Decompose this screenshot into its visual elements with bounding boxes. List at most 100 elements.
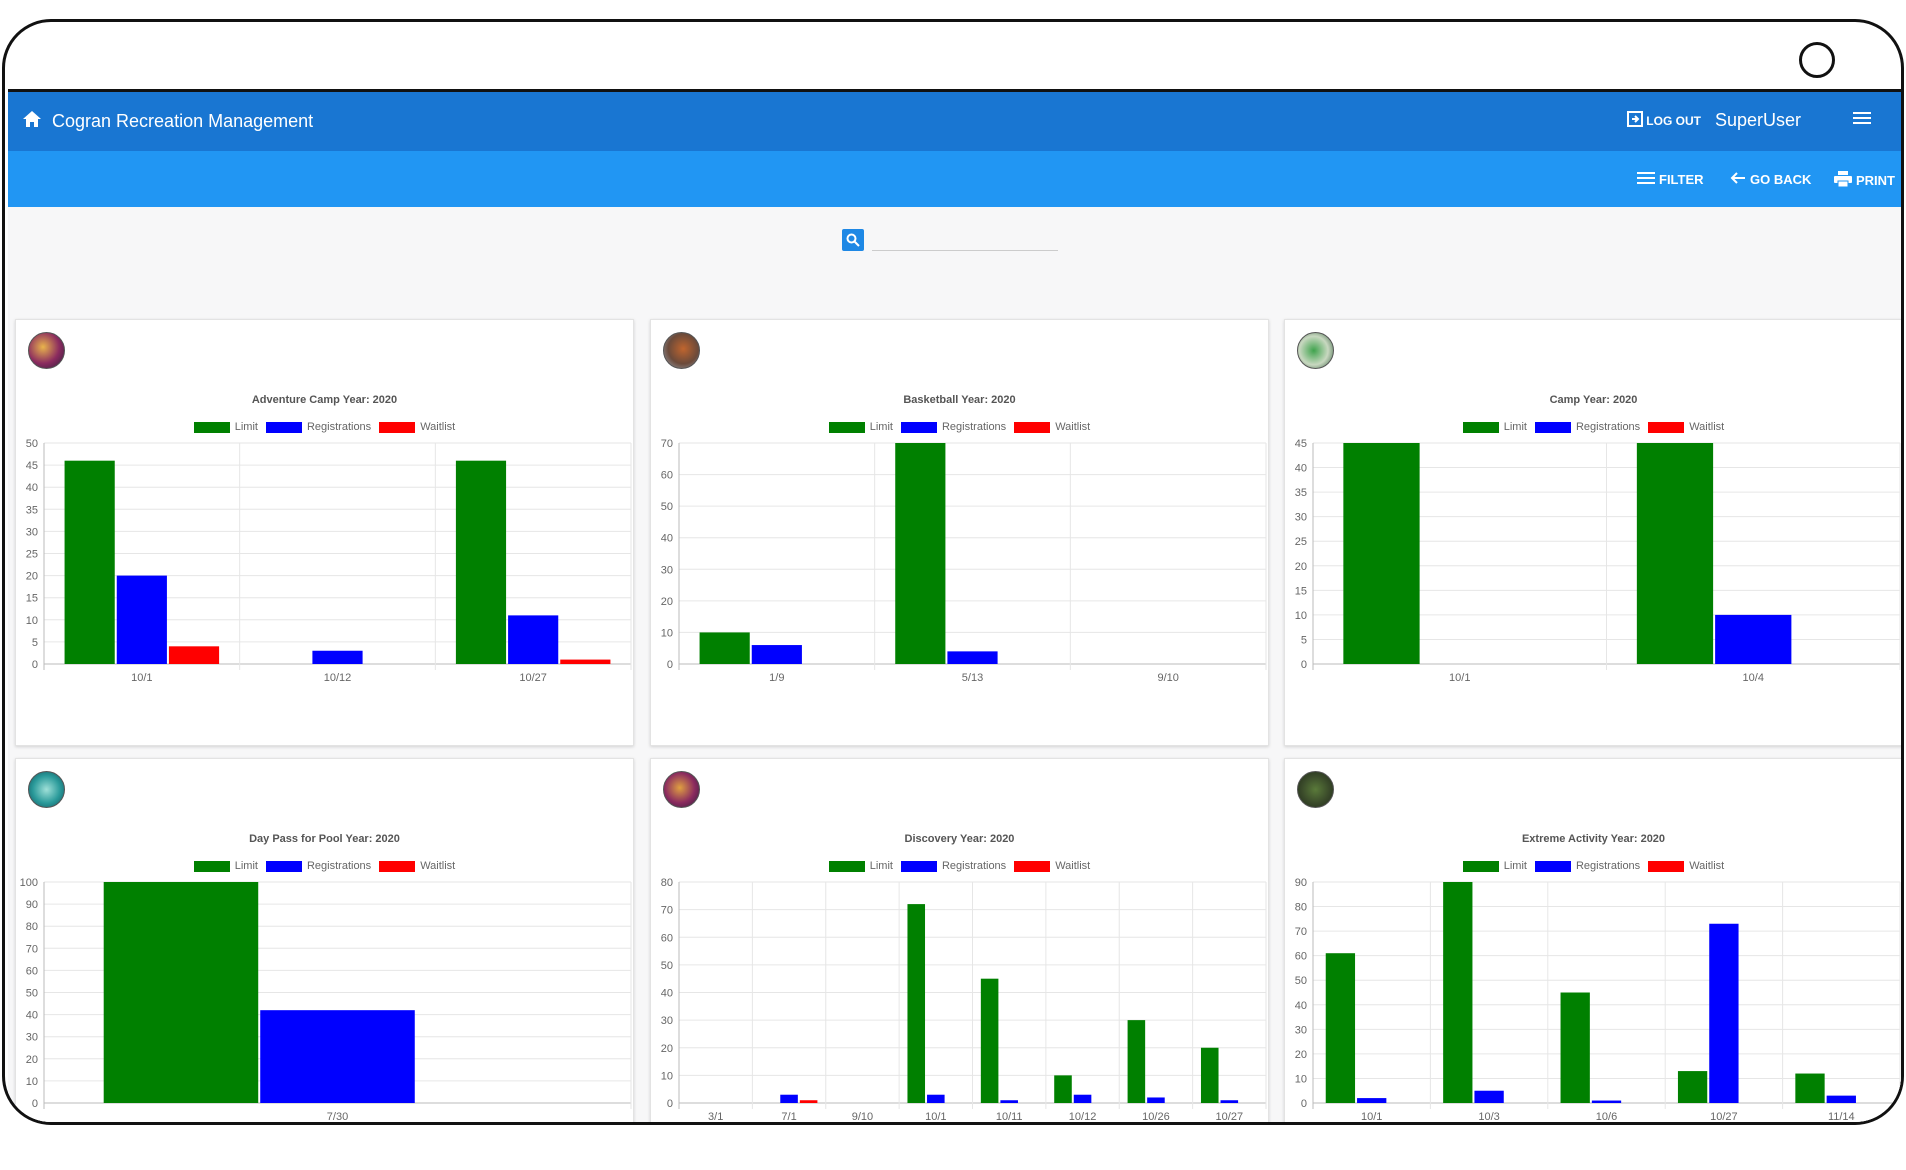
app-title: Cogran Recreation Management xyxy=(52,111,314,131)
activity-avatar[interactable] xyxy=(28,771,65,808)
bar[interactable] xyxy=(895,443,946,664)
logout-button[interactable]: LOG OUT xyxy=(1626,110,1701,131)
bar[interactable] xyxy=(1443,882,1473,1103)
y-tick-label: 80 xyxy=(661,877,673,889)
bar[interactable] xyxy=(1709,923,1739,1103)
bar[interactable] xyxy=(455,460,507,664)
legend-item[interactable]: Registrations xyxy=(900,860,1006,872)
chart-title: Discovery Year: 2020 xyxy=(904,833,1015,845)
activity-avatar[interactable] xyxy=(1297,771,1334,808)
bar[interactable] xyxy=(1826,1095,1856,1103)
bar[interactable] xyxy=(1795,1073,1825,1103)
x-tick-label: 7/1 xyxy=(781,1111,796,1123)
bar[interactable] xyxy=(1357,1098,1387,1103)
legend-item[interactable]: Limit xyxy=(1462,421,1527,433)
bar[interactable] xyxy=(1636,443,1714,664)
y-tick-label: 20 xyxy=(26,571,38,583)
y-tick-label: 10 xyxy=(1295,610,1307,622)
bar[interactable] xyxy=(1560,992,1590,1104)
bar[interactable] xyxy=(699,632,750,664)
x-tick-label: 5/13 xyxy=(962,672,983,684)
bar[interactable] xyxy=(1325,953,1356,1103)
legend-swatch xyxy=(193,860,230,872)
bar[interactable] xyxy=(508,615,559,664)
activity-avatar[interactable] xyxy=(663,332,700,369)
bar[interactable] xyxy=(1147,1097,1165,1103)
legend-item[interactable]: Waitlist xyxy=(1014,860,1090,872)
search-input[interactable] xyxy=(872,231,1058,251)
bar[interactable] xyxy=(1127,1020,1146,1103)
bar[interactable] xyxy=(1000,1100,1018,1103)
x-tick-label: 11/14 xyxy=(1828,1111,1855,1123)
legend-item[interactable]: Registrations xyxy=(265,860,372,872)
activity-avatar[interactable] xyxy=(28,332,65,369)
bar[interactable] xyxy=(1677,1071,1708,1103)
bar[interactable] xyxy=(260,1010,415,1103)
go-back-button[interactable]: GO BACK xyxy=(1730,171,1811,188)
legend-item[interactable]: Limit xyxy=(1462,860,1527,872)
menu-icon[interactable] xyxy=(1853,111,1871,130)
legend-swatch xyxy=(1648,860,1685,872)
legend-item[interactable]: Waitlist xyxy=(1014,421,1090,433)
y-tick-label: 80 xyxy=(1295,902,1307,914)
y-tick-label: 10 xyxy=(1295,1073,1307,1085)
legend-item[interactable]: Registrations xyxy=(1534,421,1640,433)
legend-item[interactable]: Registrations xyxy=(900,421,1006,433)
username[interactable]: SuperUser xyxy=(1714,110,1801,130)
y-tick-label: 35 xyxy=(26,504,38,516)
bar[interactable] xyxy=(168,646,220,664)
bar[interactable] xyxy=(1591,1100,1622,1103)
y-tick-label: 10 xyxy=(661,627,673,639)
legend-label: Registrations xyxy=(1575,860,1641,872)
chart-legend: Limit Registrations Waitlist xyxy=(16,421,633,433)
bar[interactable] xyxy=(947,651,998,664)
bar[interactable] xyxy=(1220,1100,1239,1103)
legend-item[interactable]: Registrations xyxy=(1534,860,1641,872)
bar[interactable] xyxy=(1474,1090,1504,1103)
bar[interactable] xyxy=(799,1100,818,1103)
filter-button[interactable]: FILTER xyxy=(1637,171,1704,188)
legend-swatch xyxy=(379,421,416,433)
bar[interactable] xyxy=(312,650,363,664)
bar[interactable] xyxy=(1343,443,1420,664)
search-icon[interactable] xyxy=(842,229,864,251)
bar[interactable] xyxy=(560,659,611,664)
y-tick-label: 60 xyxy=(661,932,673,944)
legend-item[interactable]: Limit xyxy=(193,421,258,433)
bar-chart: 0 10 20 30 40 50 60 70 80 90 10/1 10/3 10/6 10/27 11/1… xyxy=(1295,877,1901,1123)
activity-avatar[interactable] xyxy=(663,771,700,808)
filter-label: FILTER xyxy=(1659,172,1704,187)
bar[interactable] xyxy=(751,645,802,664)
bar[interactable] xyxy=(1073,1094,1092,1103)
bar[interactable] xyxy=(907,904,926,1103)
legend-item[interactable]: Limit xyxy=(828,421,893,433)
bar[interactable] xyxy=(780,1094,798,1103)
legend-item[interactable]: Waitlist xyxy=(379,421,455,433)
y-tick-label: 20 xyxy=(1295,561,1307,573)
chart-title: Extreme Activity Year: 2020 xyxy=(1521,833,1666,845)
bar[interactable] xyxy=(103,882,259,1103)
bar[interactable] xyxy=(1054,1075,1072,1103)
y-tick-label: 40 xyxy=(661,988,673,1000)
legend-item[interactable]: Registrations xyxy=(265,421,371,433)
bar[interactable] xyxy=(64,460,115,664)
legend-item[interactable]: Waitlist xyxy=(1648,860,1724,872)
bar[interactable] xyxy=(1715,614,1792,664)
home-icon[interactable] xyxy=(22,110,42,133)
y-tick-label: 50 xyxy=(661,960,673,972)
y-tick-label: 0 xyxy=(667,1098,673,1110)
brand[interactable]: Cogran Recreation Management xyxy=(22,110,313,133)
legend-item[interactable]: Limit xyxy=(193,860,258,872)
y-tick-label: 30 xyxy=(26,526,38,538)
bar[interactable] xyxy=(927,1094,945,1103)
legend-item[interactable]: Limit xyxy=(828,860,893,872)
legend-item[interactable]: Waitlist xyxy=(379,860,455,872)
print-button[interactable]: PRINT xyxy=(1834,171,1895,190)
x-tick-label: 10/1 xyxy=(131,672,152,684)
legend-item[interactable]: Waitlist xyxy=(1648,421,1724,433)
legend-label: Registrations xyxy=(306,860,372,872)
bar[interactable] xyxy=(116,575,167,664)
bar[interactable] xyxy=(980,978,999,1103)
activity-avatar[interactable] xyxy=(1297,332,1334,369)
bar[interactable] xyxy=(1200,1047,1219,1103)
